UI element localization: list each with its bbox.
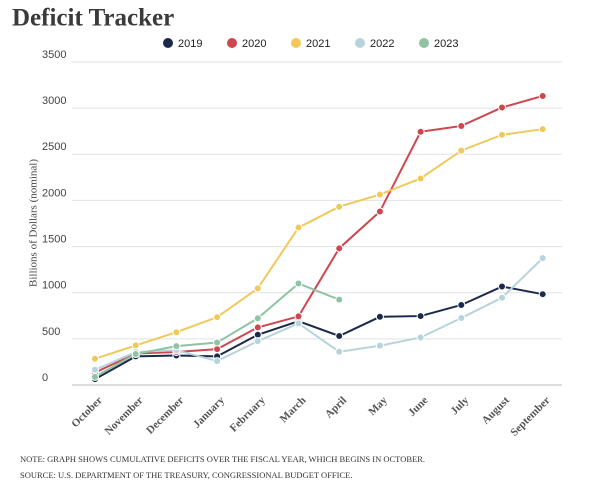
x-tick-label: May xyxy=(366,394,390,418)
data-point xyxy=(538,91,547,100)
legend-marker xyxy=(291,38,301,48)
data-point xyxy=(498,293,506,302)
data-point xyxy=(375,190,384,199)
legend-marker xyxy=(227,38,237,48)
y-tick-label: 2000 xyxy=(42,187,66,199)
data-point xyxy=(213,345,222,354)
legend-marker xyxy=(419,38,429,48)
y-tick-label: 3000 xyxy=(42,95,66,107)
legend-label: 2021 xyxy=(306,38,330,50)
data-point xyxy=(335,244,344,253)
data-point xyxy=(375,207,384,216)
chart-title: Deficit Tracker xyxy=(12,5,174,32)
legend-label: 2023 xyxy=(434,38,458,50)
data-point xyxy=(131,349,140,358)
data-point xyxy=(457,300,466,309)
source: SOURCE: U.S. DEPARTMENT OF THE TREASURY,… xyxy=(20,470,352,480)
legend-label: 2020 xyxy=(242,38,266,50)
x-tick-label: October xyxy=(69,394,105,430)
data-point xyxy=(253,337,262,346)
legend-marker xyxy=(355,38,365,48)
data-point xyxy=(457,121,466,130)
data-point xyxy=(498,130,506,139)
data-point xyxy=(294,223,303,232)
data-point xyxy=(498,103,506,112)
data-point xyxy=(416,127,425,136)
legend-marker xyxy=(163,38,173,48)
data-point xyxy=(253,314,262,323)
x-tick-label: April xyxy=(323,394,349,420)
data-point xyxy=(335,331,344,340)
x-tick-label: August xyxy=(480,394,512,426)
y-tick-label: 1500 xyxy=(42,233,66,245)
x-tick-label: November xyxy=(103,394,146,437)
series-line xyxy=(94,285,543,381)
data-point xyxy=(213,313,222,322)
legend-label: 2022 xyxy=(370,38,394,50)
data-point xyxy=(294,279,303,288)
y-tick-label: 3500 xyxy=(42,49,66,61)
series-line xyxy=(94,128,543,360)
data-point xyxy=(213,357,222,366)
data-point xyxy=(538,290,547,299)
data-point xyxy=(335,295,344,304)
data-point xyxy=(335,202,344,211)
x-tick-label: December xyxy=(144,394,186,436)
data-point xyxy=(91,365,99,374)
x-tick-label: January xyxy=(191,394,227,430)
data-point xyxy=(131,341,140,350)
y-tick-label: 500 xyxy=(42,326,60,338)
series-line xyxy=(94,94,543,374)
data-point xyxy=(416,333,425,342)
data-point xyxy=(375,312,384,321)
data-point xyxy=(538,254,547,263)
data-point xyxy=(213,338,222,347)
x-tick-label: February xyxy=(228,394,268,434)
x-tick-label: June xyxy=(406,394,431,419)
data-point xyxy=(416,312,425,321)
series-line xyxy=(94,257,544,371)
x-tick-label: July xyxy=(448,394,471,417)
y-tick-label: 2500 xyxy=(42,141,66,153)
y-tick-label: 0 xyxy=(42,372,48,384)
data-point xyxy=(253,323,262,332)
data-point xyxy=(498,282,506,291)
y-axis-label: Billions of Dollars (nominal) xyxy=(28,159,40,287)
data-point xyxy=(91,372,99,381)
data-point xyxy=(172,342,181,351)
data-point xyxy=(91,354,99,363)
data-point xyxy=(375,341,384,350)
x-tick-label: September xyxy=(508,394,552,438)
data-point xyxy=(294,319,303,328)
data-point xyxy=(294,312,303,321)
data-point xyxy=(172,328,181,337)
note: NOTE: GRAPH SHOWS CUMULATIVE DEFICITS OV… xyxy=(20,454,425,464)
data-point xyxy=(457,146,466,155)
data-point xyxy=(538,125,547,134)
data-point xyxy=(416,174,425,183)
x-tick-label: March xyxy=(278,394,309,425)
y-tick-label: 1000 xyxy=(42,280,66,292)
data-point xyxy=(457,314,466,323)
legend-label: 2019 xyxy=(178,38,202,50)
data-point xyxy=(335,347,344,356)
data-point xyxy=(253,284,262,293)
